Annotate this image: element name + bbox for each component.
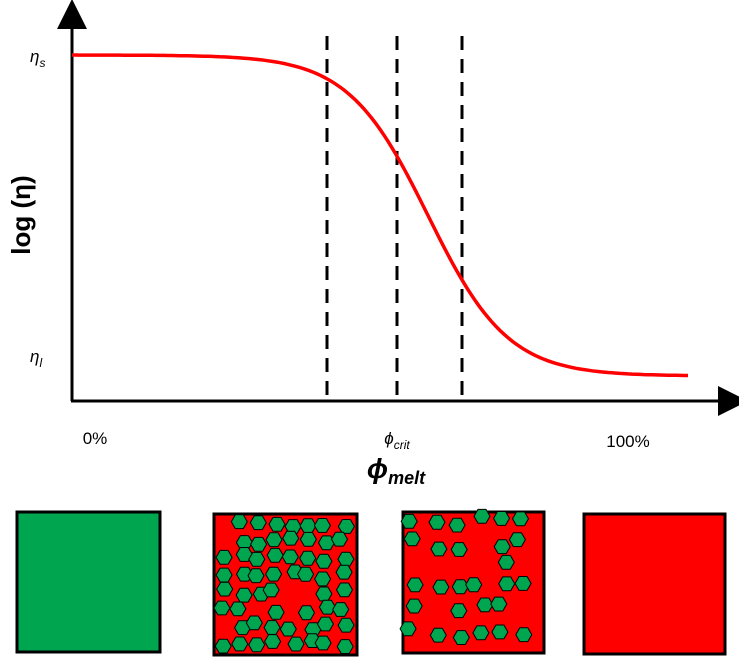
crystal <box>465 577 483 593</box>
crystal <box>213 600 231 616</box>
crystal <box>267 604 285 620</box>
viscosity-curve <box>72 53 688 378</box>
crystal <box>400 513 418 529</box>
crystal <box>314 571 332 587</box>
crystal <box>316 616 334 632</box>
subscript: melt <box>388 468 426 488</box>
crystal <box>287 636 305 652</box>
crystal <box>284 519 302 534</box>
crystal <box>279 621 297 637</box>
crystal <box>399 621 417 637</box>
crystal <box>332 602 350 617</box>
threshold-lines <box>325 36 464 400</box>
crystal <box>472 625 490 641</box>
subscript: s <box>39 56 45 70</box>
crystal <box>299 518 317 534</box>
symbol: ϕ <box>384 429 393 448</box>
crystal <box>497 554 515 570</box>
crystal <box>429 627 447 643</box>
crystal <box>282 530 300 546</box>
crystal <box>317 535 336 551</box>
crystal <box>498 576 516 592</box>
crystal <box>235 566 254 582</box>
crystal <box>248 637 266 653</box>
melt-box <box>582 512 727 656</box>
y-axis-label: log (η) <box>6 175 36 254</box>
crystal <box>297 605 316 621</box>
crystal <box>230 514 248 530</box>
crystal <box>250 536 268 552</box>
crystal <box>337 617 355 633</box>
crystal <box>245 615 263 631</box>
crystal <box>268 516 286 532</box>
crystal <box>337 551 355 567</box>
crystal <box>450 603 468 619</box>
y-tick-label: ηs <box>30 47 45 70</box>
x-tick-label: ϕcrit <box>384 429 410 452</box>
crystal <box>493 539 511 555</box>
crystal <box>247 568 265 584</box>
subscript: l <box>39 356 42 370</box>
crystal <box>337 519 355 534</box>
crystal <box>405 598 423 614</box>
crystal <box>231 636 249 652</box>
crystal <box>249 515 267 531</box>
crystal <box>492 511 511 526</box>
crystal <box>511 511 530 527</box>
crystal <box>299 531 317 547</box>
crystal <box>430 541 448 557</box>
symbol: η <box>30 47 39 66</box>
crystal <box>297 566 315 582</box>
crystal <box>406 577 424 593</box>
crystal <box>318 599 336 615</box>
crystal <box>314 635 332 651</box>
crystal <box>490 596 508 612</box>
crystal <box>248 551 266 567</box>
crystal <box>515 627 533 643</box>
crystal <box>451 579 469 595</box>
crystal <box>281 549 299 565</box>
crystal <box>266 547 284 563</box>
crystal <box>229 601 247 617</box>
crystal <box>432 579 450 595</box>
crystal <box>262 582 280 598</box>
solid-box <box>15 510 162 654</box>
crystal <box>216 581 234 597</box>
crystal <box>313 518 331 533</box>
crystal <box>335 582 354 598</box>
crystal <box>235 587 253 603</box>
symbol: η <box>30 347 39 366</box>
crystal <box>315 586 333 602</box>
crystal <box>299 550 317 566</box>
x-tick-label: 100% <box>606 432 649 451</box>
crystal <box>403 531 421 547</box>
crystal <box>263 620 281 635</box>
crystal <box>330 531 349 547</box>
y-tick-label: ηl <box>30 347 42 370</box>
crystal <box>452 630 470 645</box>
crystal <box>473 508 491 524</box>
crystal <box>335 564 353 580</box>
crystal <box>508 532 526 548</box>
crystal <box>514 576 532 591</box>
crystal <box>214 638 232 654</box>
crystal <box>265 566 283 582</box>
x-tick-label: 0% <box>83 429 108 448</box>
crystal <box>491 624 509 640</box>
subscript: crit <box>394 438 411 452</box>
crystal <box>215 567 233 583</box>
crystal <box>450 542 468 557</box>
crystal <box>215 549 233 565</box>
crystal <box>265 532 283 548</box>
crystal <box>448 517 466 533</box>
symbol: ϕ <box>367 453 388 484</box>
crystal <box>476 597 494 613</box>
crystal <box>336 639 354 654</box>
crystal <box>315 553 333 569</box>
crystal <box>235 547 253 562</box>
crystal <box>428 514 446 530</box>
crystal <box>264 634 282 649</box>
x-axis-label: ϕmelt <box>367 453 426 488</box>
